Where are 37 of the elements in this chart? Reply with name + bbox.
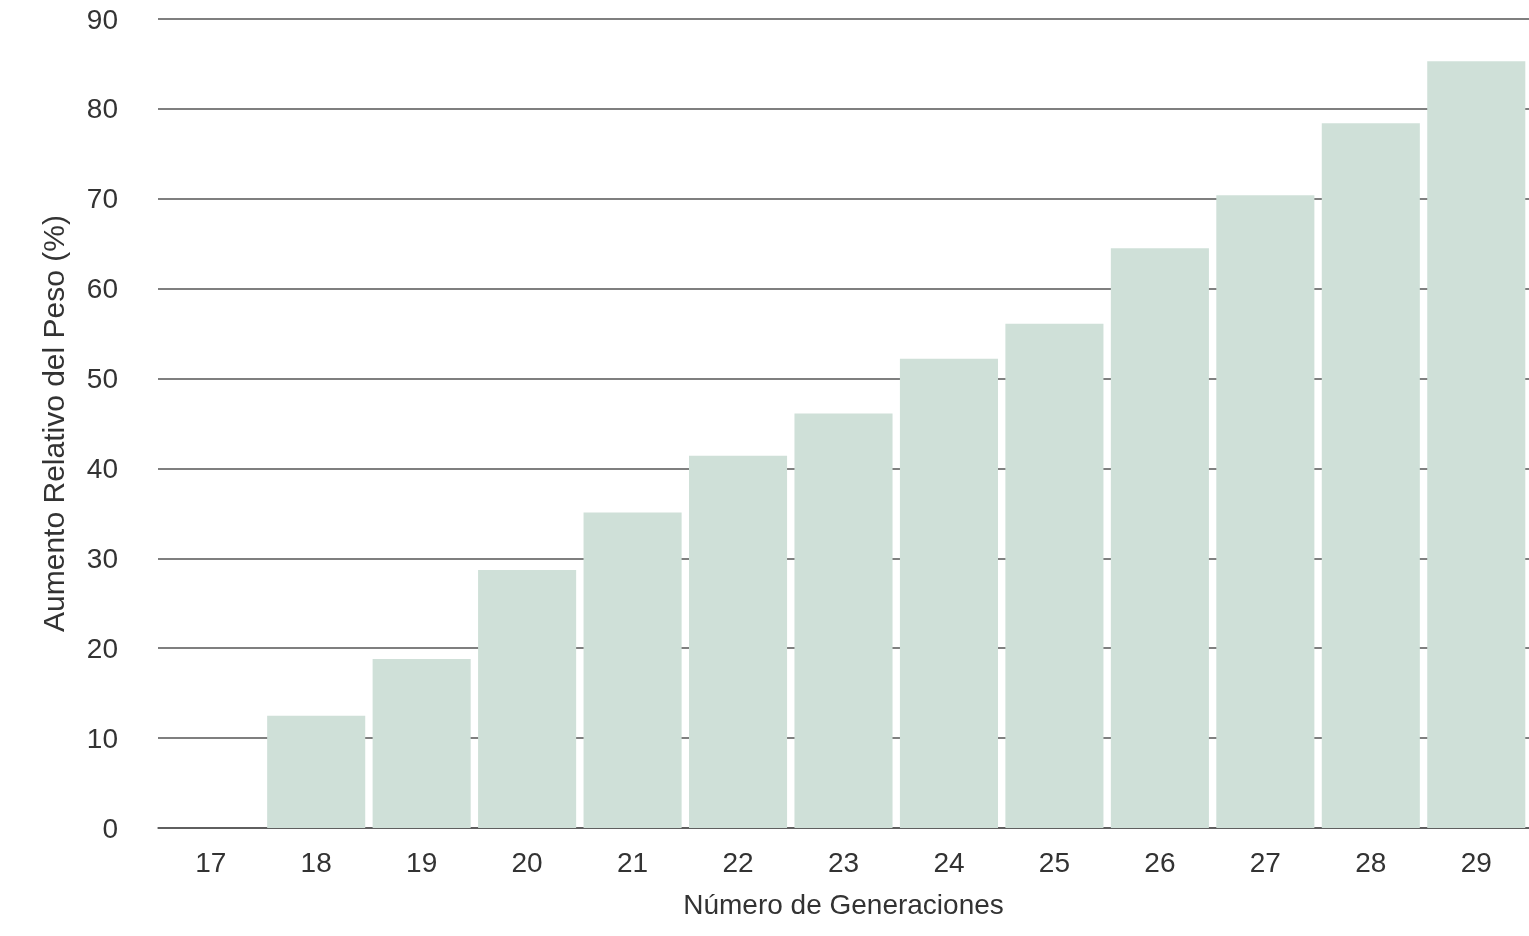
- bar: [1005, 323, 1104, 828]
- x-tick-label: 24: [933, 846, 965, 878]
- y-tick-label: 20: [86, 632, 118, 664]
- x-tick-label: 25: [1038, 846, 1070, 878]
- x-tick-label: 27: [1249, 846, 1281, 878]
- y-tick-label: 70: [86, 183, 118, 215]
- x-tick-label: 26: [1144, 846, 1176, 878]
- bar: [899, 358, 998, 828]
- x-tick-label: 28: [1355, 846, 1387, 878]
- x-tick-label: 29: [1460, 846, 1492, 878]
- bar: [267, 715, 366, 828]
- bar: [794, 413, 893, 828]
- y-tick-label: 30: [86, 542, 118, 574]
- bar: [583, 512, 682, 828]
- x-tick-label: 23: [827, 846, 860, 878]
- bar: [689, 455, 788, 828]
- y-tick-label: 90: [86, 3, 118, 35]
- bar: [478, 570, 577, 828]
- bar: [1427, 61, 1526, 828]
- y-tick-label: 50: [86, 363, 118, 395]
- x-tick-label: 19: [406, 846, 438, 878]
- y-tick-label: 40: [86, 452, 118, 484]
- x-tick-label: 22: [722, 846, 754, 878]
- y-axis-title: Aumento Relativo del Peso (%): [36, 215, 70, 632]
- bar: [372, 659, 471, 828]
- x-tick-label: 20: [511, 846, 543, 878]
- x-axis-title: Número de Generaciones: [683, 888, 1004, 920]
- y-tick-label: 10: [86, 722, 118, 754]
- x-tick-label: 17: [195, 846, 227, 878]
- bar: [1321, 123, 1420, 828]
- bar: [1110, 248, 1209, 828]
- y-tick-label: 80: [86, 93, 118, 125]
- x-tick-label: 21: [617, 846, 649, 878]
- x-tick-label: 18: [300, 846, 332, 878]
- y-tick-label: 60: [86, 273, 118, 305]
- bar: [1216, 195, 1315, 828]
- y-tick-label: 0: [102, 812, 118, 844]
